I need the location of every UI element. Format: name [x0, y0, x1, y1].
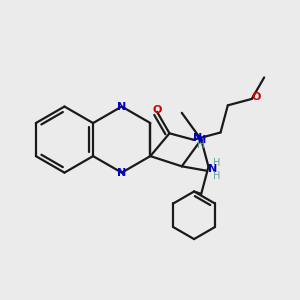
Text: O: O — [152, 105, 162, 115]
Text: N: N — [196, 135, 206, 145]
Text: H: H — [213, 158, 220, 168]
Text: O: O — [251, 92, 260, 102]
Text: N: N — [193, 133, 202, 143]
Text: N: N — [208, 164, 217, 174]
Text: H: H — [213, 171, 220, 181]
Text: N: N — [117, 168, 126, 178]
Text: H: H — [197, 140, 205, 150]
Text: N: N — [117, 101, 126, 112]
